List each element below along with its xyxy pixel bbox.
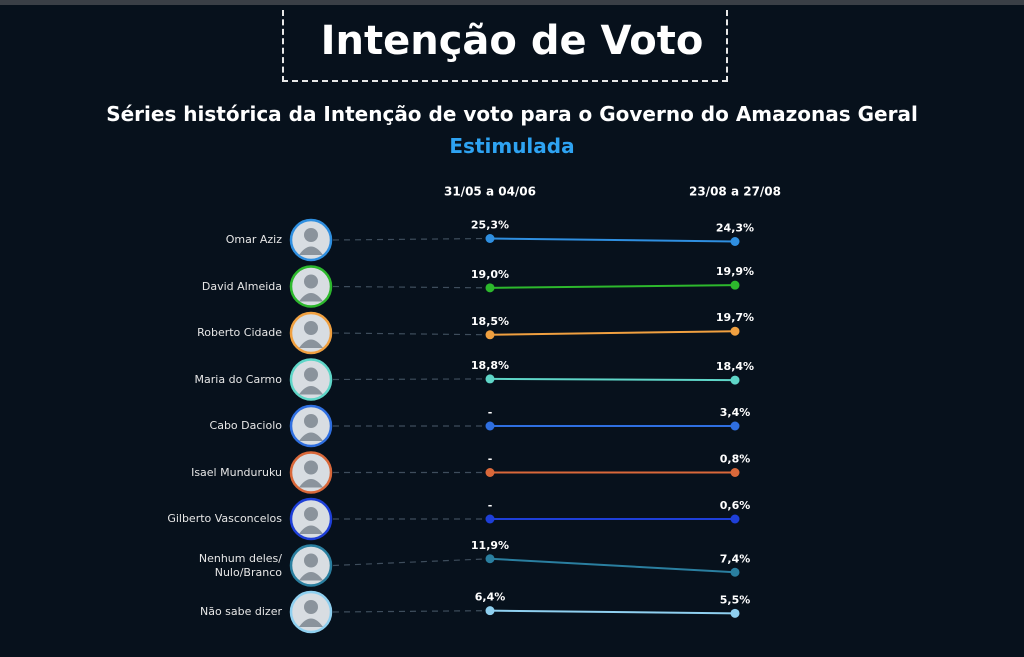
value-label: 19,0% — [471, 268, 509, 281]
photo-head — [304, 414, 318, 428]
empty-point — [485, 421, 495, 431]
empty-point — [485, 468, 495, 477]
point — [730, 280, 740, 290]
photo-head — [304, 600, 318, 614]
photo-body — [299, 386, 323, 395]
title-frame — [282, 10, 728, 82]
slope-line — [489, 237, 736, 243]
point — [485, 374, 495, 384]
connector — [332, 378, 491, 381]
category-label: Cabo Daciolo — [209, 419, 282, 432]
photo-head — [304, 274, 318, 289]
slope-line — [489, 284, 736, 289]
photo-body — [299, 525, 323, 534]
photo-body — [299, 479, 323, 488]
value-label: - — [488, 406, 493, 419]
point — [485, 330, 495, 340]
value-label: - — [488, 453, 493, 466]
value-label: 18,4% — [716, 360, 754, 373]
category-label: Isael Munduruku — [191, 465, 282, 479]
photo-head — [304, 367, 318, 382]
connector — [332, 558, 491, 567]
category-label: Roberto Cidade — [197, 326, 282, 339]
photo-head — [304, 553, 318, 568]
slope-line — [489, 330, 736, 336]
value-label: 18,5% — [471, 315, 509, 328]
category-label: David Almeida — [201, 279, 282, 293]
top-bar — [0, 0, 1024, 5]
value-label: 5,5% — [720, 593, 751, 606]
point — [485, 606, 495, 616]
category-label: Nenhum deles/ Nulo/Branco — [198, 551, 282, 579]
point — [485, 554, 495, 564]
point — [730, 375, 740, 385]
point — [730, 514, 740, 524]
point — [730, 608, 740, 618]
value-label: - — [488, 499, 493, 512]
point — [485, 283, 495, 293]
column-header: 23/08 a 27/08 — [689, 185, 781, 199]
category-label: Não sabe dizer — [199, 605, 282, 618]
point — [730, 237, 740, 246]
value-label: 3,4% — [720, 406, 751, 419]
value-label: 0,8% — [720, 453, 751, 466]
value-label: 11,9% — [471, 539, 509, 552]
value-label: 24,3% — [716, 222, 754, 235]
slope-line — [489, 557, 736, 574]
chart-subtitle-highlight: Estimulada — [449, 134, 575, 158]
slope-line — [489, 609, 736, 615]
category-label: Omar Aziz — [225, 233, 282, 246]
photo-head — [304, 228, 318, 242]
photo-body — [299, 618, 323, 627]
category-label: Gilberto Vasconcelos — [167, 512, 282, 525]
photo-head — [304, 460, 318, 475]
column-header: 31/05 a 04/06 — [444, 185, 536, 199]
photo-body — [299, 246, 323, 255]
point — [730, 567, 740, 577]
value-label: 7,4% — [720, 552, 751, 565]
photo-body — [299, 339, 323, 348]
connector — [332, 237, 491, 241]
chart-title: Intenção de Voto — [320, 18, 704, 64]
connector — [332, 285, 491, 289]
slope-line — [489, 377, 736, 382]
point — [730, 421, 740, 431]
chart-subtitle: Séries histórica da Intenção de voto par… — [106, 102, 918, 126]
value-label: 25,3% — [471, 219, 509, 232]
connector — [332, 332, 491, 336]
value-label: 0,6% — [720, 499, 751, 512]
point — [485, 234, 495, 243]
photo-head — [304, 321, 318, 335]
photo-body — [299, 572, 323, 581]
category-label: Maria do Carmo — [194, 372, 282, 386]
value-label: 19,7% — [716, 311, 754, 324]
value-label: 18,8% — [471, 359, 509, 372]
photo-body — [299, 293, 323, 302]
photo-head — [304, 507, 318, 521]
value-label: 19,9% — [716, 265, 754, 278]
photo-body — [299, 432, 323, 441]
point — [730, 468, 740, 477]
point — [730, 326, 740, 336]
value-label: 6,4% — [475, 591, 506, 604]
connector — [332, 610, 491, 613]
empty-point — [485, 514, 495, 524]
